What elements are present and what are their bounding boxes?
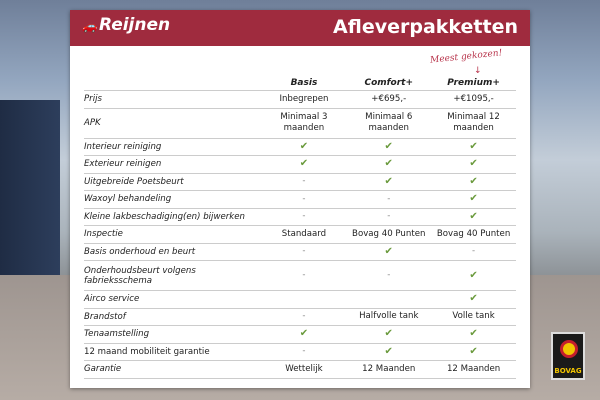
check-icon: ✔	[431, 290, 516, 309]
cell-value: Minimaal 6 maanden	[346, 108, 432, 139]
cell-value: +€695,-	[346, 90, 432, 109]
check-icon: ✔	[431, 260, 516, 291]
cell-value: Inbegrepen	[261, 90, 347, 109]
check-icon: ✔	[346, 173, 432, 191]
table-row: Tenaamstelling ✔ ✔ ✔	[84, 325, 516, 344]
row-label: Waxoyl behandeling	[84, 190, 262, 209]
table-row: Garantie Wettelijk 12 Maanden 12 Maanden	[84, 360, 516, 379]
table-row: Onderhoudsbeurt volgens fabrieksschema - -…	[84, 260, 516, 291]
table-row: Kleine lakbeschadiging(en) bijwerken - - ✔	[84, 208, 516, 226]
check-icon: ✔	[346, 325, 432, 344]
cell-value: Minimaal 12 maanden	[431, 108, 516, 139]
row-label: Onderhoudsbeurt volgens fabrieksschema	[84, 260, 262, 291]
check-icon: ✔	[431, 138, 516, 156]
cell-value: Bovag 40 Punten	[346, 225, 432, 244]
cell-value	[346, 290, 432, 309]
row-label: Basis onderhoud en beurt	[84, 243, 262, 261]
row-label: Prijs	[84, 90, 262, 109]
comparison-table: Basis Comfort+ Premium+ Prijs Inbegrepen +…	[84, 78, 516, 379]
cell-value: 12 Maanden	[431, 360, 516, 379]
most-chosen-annotation: Meest gekozen!	[429, 48, 503, 66]
cell-value: -	[346, 260, 432, 291]
row-label: Inspectie	[84, 225, 262, 244]
table-row: APK Minimaal 3 maanden Minimaal 6 maanden M…	[84, 108, 516, 139]
cell-value: Minimaal 3 maanden	[261, 108, 347, 139]
package-card: 🚗 Reijnen Afleverpakketten Meest gekozen!…	[70, 10, 530, 388]
cell-value: -	[261, 190, 347, 209]
cell-value: -	[261, 343, 347, 361]
row-label: Uitgebreide Poetsbeurt	[84, 173, 262, 191]
row-label: Airco service	[84, 290, 262, 309]
cell-value: -	[261, 308, 347, 326]
check-icon: ✔	[431, 173, 516, 191]
cell-value: +€1095,-	[431, 90, 516, 109]
row-label: Garantie	[84, 360, 262, 379]
row-label: APK	[84, 108, 262, 139]
cell-value: -	[346, 208, 432, 226]
table-row: Uitgebreide Poetsbeurt - ✔ ✔	[84, 173, 516, 191]
cell-value: -	[261, 208, 347, 226]
table-row: Interieur reiniging ✔ ✔ ✔	[84, 138, 516, 156]
car-icon: 🚗	[82, 19, 97, 33]
cell-value: Wettelijk	[261, 360, 347, 379]
cell-value: -	[261, 173, 347, 191]
check-icon: ✔	[261, 138, 347, 156]
table-row: Prijs Inbegrepen +€695,- +€1095,-	[84, 90, 516, 109]
table-row: Airco service ✔	[84, 290, 516, 309]
table-header-row: Basis Comfort+ Premium+	[84, 78, 516, 91]
check-icon: ✔	[431, 343, 516, 361]
column-basis: Basis	[261, 78, 347, 91]
table-row: Brandstof - Halfvolle tank Volle tank	[84, 308, 516, 326]
page-title: Afleverpakketten	[333, 16, 518, 38]
header-empty	[84, 78, 262, 91]
logo-text: Reijnen	[98, 15, 171, 35]
check-icon: ✔	[346, 138, 432, 156]
check-icon: ✔	[431, 208, 516, 226]
cell-value: -	[346, 190, 432, 209]
bovag-logo: BOVAG	[551, 332, 585, 380]
cell-value: -	[261, 260, 347, 291]
table-row: Exterieur reinigen ✔ ✔ ✔	[84, 155, 516, 174]
row-label: Exterieur reinigen	[84, 155, 262, 174]
row-label: 12 maand mobiliteit garantie	[84, 343, 262, 361]
cell-value: Standaard	[261, 225, 347, 244]
check-icon: ✔	[431, 155, 516, 174]
table-row: Basis onderhoud en beurt - ✔ -	[84, 243, 516, 261]
check-icon: ✔	[431, 190, 516, 209]
check-icon: ✔	[346, 343, 432, 361]
reijnen-logo: 🚗 Reijnen	[82, 15, 170, 35]
table-row: 12 maand mobiliteit garantie - ✔ ✔	[84, 343, 516, 361]
cell-value: Halfvolle tank	[346, 308, 432, 326]
header-bar: 🚗 Reijnen Afleverpakketten	[70, 10, 530, 46]
cell-value: Bovag 40 Punten	[431, 225, 516, 244]
table-row: Waxoyl behandeling - - ✔	[84, 190, 516, 209]
column-comfort: Comfort+	[346, 78, 432, 91]
row-label: Brandstof	[84, 308, 262, 326]
row-label: Interieur reiniging	[84, 138, 262, 156]
cell-value: Volle tank	[431, 308, 516, 326]
check-icon: ✔	[346, 155, 432, 174]
check-icon: ✔	[431, 325, 516, 344]
cell-value: -	[261, 243, 347, 261]
check-icon: ✔	[261, 155, 347, 174]
cell-value	[261, 290, 347, 309]
check-icon: ✔	[261, 325, 347, 344]
table-row: Inspectie Standaard Bovag 40 Punten Bovag 4…	[84, 225, 516, 244]
cell-value: -	[431, 243, 516, 261]
bovag-text: BOVAG	[554, 367, 582, 375]
background-building	[0, 100, 60, 280]
arrow-down-icon: ↓	[474, 66, 482, 76]
row-label: Kleine lakbeschadiging(en) bijwerken	[84, 208, 262, 226]
cell-value: 12 Maanden	[346, 360, 432, 379]
check-icon: ✔	[346, 243, 432, 261]
column-premium: Premium+	[431, 78, 516, 91]
row-label: Tenaamstelling	[84, 325, 262, 344]
